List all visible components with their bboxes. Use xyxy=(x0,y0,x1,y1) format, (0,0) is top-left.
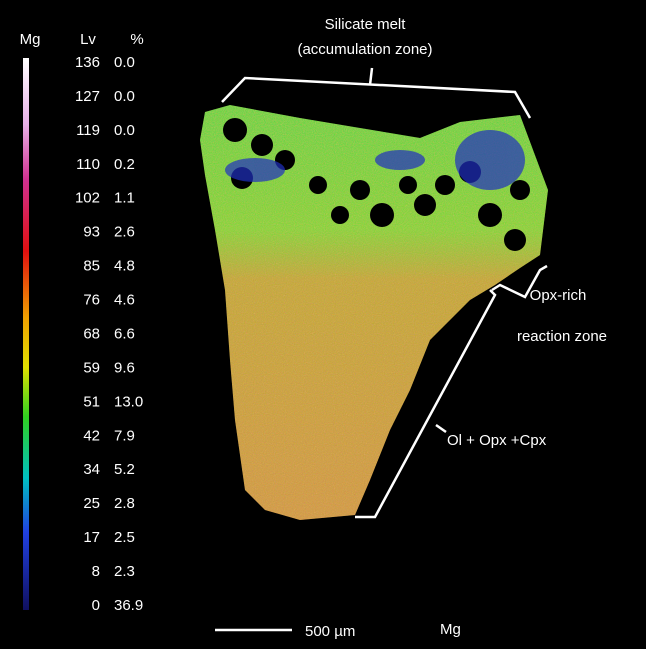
level: 8 xyxy=(92,563,100,580)
percent: 13.0 xyxy=(114,393,143,410)
level: 59 xyxy=(83,359,100,376)
element-map: Mg Lv% 136 0.0 127 0.0 119 0.0 110 0.2 102 1.1 93 2.6… xyxy=(0,0,646,644)
annotation: Opx-rich xyxy=(530,287,587,304)
percent: 2.5 xyxy=(114,529,135,546)
color-scale xyxy=(23,58,29,610)
level: 42 xyxy=(83,427,100,444)
level: 68 xyxy=(83,325,100,342)
level: 102 xyxy=(75,190,100,207)
element-label: Mg xyxy=(440,621,461,638)
level: 127 xyxy=(75,88,100,105)
level: 110 xyxy=(76,156,100,173)
annotation: reaction zone xyxy=(517,328,607,345)
level: 51 xyxy=(83,393,100,410)
percent: 9.6 xyxy=(114,359,135,376)
percent: 5.2 xyxy=(114,461,135,478)
legend-header: Lv xyxy=(80,31,96,48)
percent: 7.9 xyxy=(114,427,135,444)
level: 0 xyxy=(92,597,100,614)
percent: 1.1 xyxy=(114,190,135,207)
annotation: Silicate melt xyxy=(325,16,407,33)
percent: 4.6 xyxy=(114,292,135,309)
percent: 0.2 xyxy=(114,156,135,173)
percent: 36.9 xyxy=(114,597,143,614)
level: 136 xyxy=(75,54,100,71)
legend-header: Mg xyxy=(20,31,41,48)
level: 85 xyxy=(83,258,100,275)
annotation: (accumulation zone) xyxy=(297,41,432,58)
level: 93 xyxy=(83,224,100,241)
percent: 2.3 xyxy=(114,563,135,580)
bracket xyxy=(222,68,530,118)
level: 76 xyxy=(83,292,100,309)
level: 119 xyxy=(76,122,100,139)
percent: 6.6 xyxy=(114,325,135,342)
legend-header: % xyxy=(130,31,143,48)
level: 25 xyxy=(83,495,100,512)
percent: 0.0 xyxy=(114,54,135,71)
annotation: Ol + Opx +Cpx xyxy=(447,432,547,449)
percent: 0.0 xyxy=(114,122,135,139)
percent: 2.6 xyxy=(114,224,135,241)
percent: 4.8 xyxy=(114,258,135,275)
scale-label: 500 µm xyxy=(305,623,355,640)
percent: 0.0 xyxy=(114,88,135,105)
level: 34 xyxy=(83,461,100,478)
level: 17 xyxy=(83,529,100,546)
percent: 2.8 xyxy=(114,495,135,512)
